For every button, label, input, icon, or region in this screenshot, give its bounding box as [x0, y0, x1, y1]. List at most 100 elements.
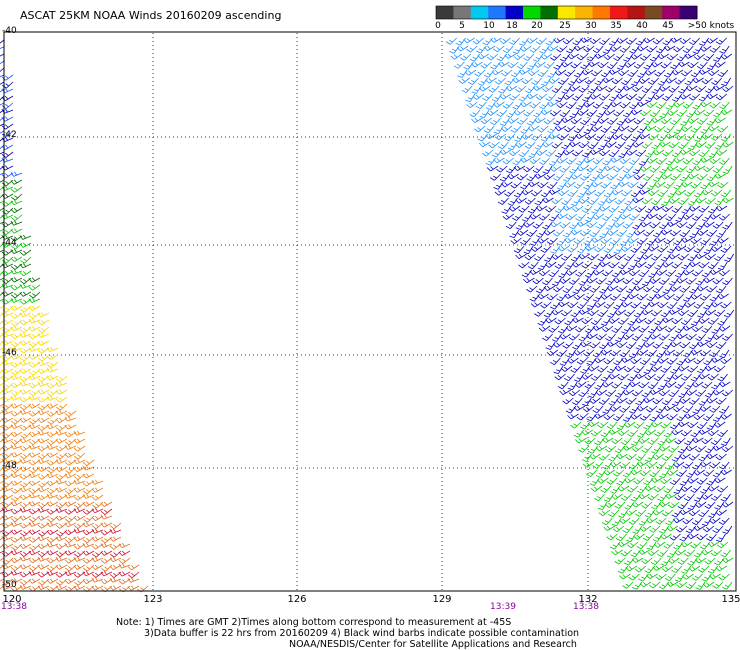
- wind-barb: [668, 445, 680, 453]
- wind-barb: [10, 291, 23, 299]
- wind-barb: [668, 333, 679, 342]
- wind-barb: [542, 197, 554, 204]
- wind-barb: [1, 242, 14, 248]
- wind-barb: [505, 165, 517, 174]
- wind-barb: [532, 165, 544, 174]
- wind-barb: [499, 37, 511, 44]
- scale-label: >50 knots: [687, 21, 735, 31]
- wind-barb: [523, 277, 535, 284]
- wind-barb: [534, 197, 545, 206]
- wind-barb: [658, 525, 670, 534]
- wind-barb: [597, 197, 608, 206]
- wind-barb: [712, 445, 725, 451]
- wind-barb: [0, 354, 5, 358]
- wind-barb: [10, 228, 23, 234]
- wind-barb: [635, 205, 647, 213]
- wind-barb: [515, 141, 527, 148]
- wind-barb: [609, 405, 622, 412]
- lat-tick-label: -42: [2, 130, 17, 140]
- wind-barb: [671, 429, 683, 436]
- wind-barb: [718, 517, 730, 525]
- wind-barb: [679, 173, 691, 182]
- wind-barb: [671, 373, 683, 380]
- wind-barb: [619, 213, 631, 220]
- wind-barb: [617, 261, 629, 270]
- wind-barb: [652, 509, 664, 516]
- wind-barb: [644, 317, 656, 325]
- wind-barb: [594, 381, 605, 390]
- wind-barb: [695, 333, 706, 342]
- wind-barb: [663, 45, 676, 51]
- wind-barb: [601, 325, 614, 332]
- wind-barb: [671, 565, 683, 574]
- wind-barb: [589, 149, 602, 155]
- wind-barb: [649, 581, 661, 589]
- wind-barb: [633, 477, 645, 485]
- wind-barb: [675, 581, 688, 588]
- wind-barb: [485, 157, 496, 166]
- wind-barb: [696, 285, 709, 292]
- wind-barb: [556, 349, 568, 357]
- wind-barb: [687, 557, 698, 566]
- wind-barb: [708, 205, 719, 214]
- wind-barb: [530, 245, 543, 252]
- wind-barb: [710, 245, 723, 252]
- wind-barb: [589, 37, 601, 44]
- wind-barb: [523, 53, 535, 62]
- wind-barb: [508, 93, 521, 101]
- wind-barb: [644, 509, 656, 518]
- wind-barb: [573, 373, 584, 383]
- wind-barb: [675, 525, 688, 533]
- wind-barb: [660, 557, 671, 567]
- wind-barb: [611, 517, 622, 527]
- wind-barb: [657, 53, 670, 60]
- wind-barb: [700, 485, 711, 494]
- wind-barb: [660, 229, 673, 236]
- wind-barb: [10, 269, 23, 275]
- wind-barb: [11, 417, 23, 425]
- wind-barb: [667, 189, 678, 198]
- wind-barb: [660, 421, 672, 429]
- wind-barb: [539, 45, 550, 54]
- wind-barb: [660, 253, 672, 262]
- wind-barb: [631, 77, 641, 87]
- wind-barb: [641, 333, 652, 342]
- wind-barb: [680, 429, 693, 437]
- wind-barb: [595, 333, 607, 341]
- wind-barb: [10, 220, 23, 226]
- wind-barb: [37, 438, 50, 444]
- wind-barb: [575, 381, 587, 388]
- wind-barb: [669, 173, 682, 181]
- wind-barb: [631, 501, 644, 508]
- wind-barb: [633, 533, 645, 540]
- wind-barb: [710, 493, 722, 501]
- wind-barb: [630, 53, 643, 60]
- wind-barb: [614, 85, 626, 94]
- wind-barb: [46, 557, 59, 564]
- wind-barb: [101, 564, 113, 572]
- wind-barb: [719, 405, 730, 414]
- wind-barb: [507, 197, 518, 206]
- wind-barb: [638, 189, 651, 195]
- wind-barb: [466, 101, 478, 108]
- wind-barb: [721, 501, 734, 508]
- wind-barb: [589, 93, 602, 100]
- wind-barb: [576, 245, 588, 254]
- wind-barb: [652, 533, 663, 542]
- wind-barb: [592, 269, 605, 276]
- wind-barb: [28, 508, 41, 515]
- wind-barb: [670, 117, 681, 126]
- wind-barb: [642, 533, 654, 541]
- wind-barb: [637, 69, 648, 78]
- wind-barb: [610, 101, 622, 108]
- wind-barb: [668, 389, 680, 398]
- wind-barb: [91, 494, 104, 501]
- wind-barb: [551, 141, 563, 149]
- wind-barb: [644, 565, 656, 574]
- wind-barb: [455, 37, 466, 46]
- wind-barb: [565, 157, 577, 165]
- wind-barb: [651, 141, 662, 150]
- wind-barb: [714, 501, 725, 510]
- scale-swatch: [436, 6, 454, 19]
- scale-swatch: [627, 6, 646, 19]
